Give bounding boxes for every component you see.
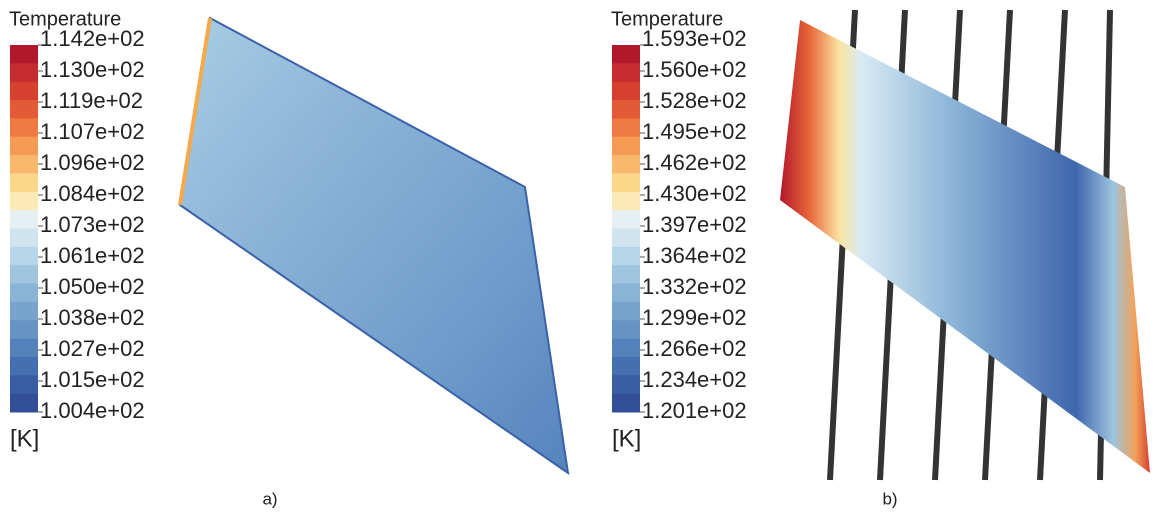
colorbar-tick-label: 1.364e+02 bbox=[642, 243, 747, 268]
colorbar-band bbox=[612, 265, 640, 284]
legend-unit: [K] bbox=[10, 425, 39, 452]
colorbar-tick-label: 1.266e+02 bbox=[642, 336, 747, 361]
colorbar-band bbox=[612, 45, 640, 64]
colorbar-tick-label: 1.073e+02 bbox=[40, 212, 145, 237]
legend-unit: [K] bbox=[612, 425, 641, 452]
colorbar-band bbox=[612, 284, 640, 303]
colorbar-tick-label: 1.462e+02 bbox=[642, 150, 747, 175]
colorbar-band bbox=[10, 320, 38, 339]
colorbar-band bbox=[10, 45, 38, 64]
colorbar-band bbox=[10, 210, 38, 229]
colorbar-tick-label: 1.299e+02 bbox=[642, 305, 747, 330]
colorbar-band bbox=[612, 137, 640, 156]
colorbar-band bbox=[612, 100, 640, 119]
colorbar-band bbox=[612, 192, 640, 211]
colorbar-band bbox=[10, 284, 38, 303]
colorbar-band bbox=[612, 302, 640, 321]
colorbar-tick-label: 1.430e+02 bbox=[642, 181, 747, 206]
colorbar-band bbox=[10, 339, 38, 358]
colorbar-band bbox=[612, 173, 640, 192]
panel-caption: b) bbox=[882, 489, 897, 508]
colorbar-band bbox=[612, 82, 640, 101]
colorbar-band bbox=[10, 118, 38, 137]
colorbar-band bbox=[10, 82, 38, 101]
colorbar-band bbox=[10, 302, 38, 321]
colorbar-tick-label: 1.096e+02 bbox=[40, 150, 145, 175]
figure: Temperature1.142e+021.130e+021.119e+021.… bbox=[0, 0, 1164, 517]
colorbar-band bbox=[10, 265, 38, 284]
colorbar-band bbox=[612, 63, 640, 82]
colorbar-band bbox=[612, 339, 640, 358]
colorbar-tick-label: 1.015e+02 bbox=[40, 367, 145, 392]
colorbar-band bbox=[612, 155, 640, 174]
colorbar-band bbox=[10, 357, 38, 376]
colorbar-band bbox=[612, 394, 640, 413]
colorbar-band bbox=[612, 118, 640, 137]
colorbar-tick-label: 1.119e+02 bbox=[40, 88, 143, 113]
colorbar-band bbox=[612, 247, 640, 266]
colorbar-tick-label: 1.038e+02 bbox=[40, 305, 145, 330]
colorbar-tick-label: 1.495e+02 bbox=[642, 119, 747, 144]
colorbar-tick-label: 1.107e+02 bbox=[40, 119, 145, 144]
colorbar-band bbox=[612, 357, 640, 376]
colorbar-band bbox=[612, 210, 640, 229]
colorbar-band bbox=[612, 229, 640, 248]
colorbar-tick-label: 1.142e+02 bbox=[40, 26, 145, 51]
colorbar-tick-label: 1.560e+02 bbox=[642, 57, 747, 82]
colorbar-band bbox=[10, 173, 38, 192]
colorbar-tick-label: 1.084e+02 bbox=[40, 181, 145, 206]
colorbar-band bbox=[10, 192, 38, 211]
colorbar-band bbox=[10, 247, 38, 266]
colorbar-tick-label: 1.593e+02 bbox=[642, 26, 747, 51]
colorbar-band bbox=[612, 320, 640, 339]
colorbar-tick-label: 1.027e+02 bbox=[40, 336, 145, 361]
colorbar-band bbox=[10, 394, 38, 413]
colorbar-band bbox=[10, 229, 38, 248]
colorbar-band bbox=[10, 375, 38, 394]
colorbar-tick-label: 1.332e+02 bbox=[642, 274, 747, 299]
colorbar-tick-label: 1.397e+02 bbox=[642, 212, 747, 237]
colorbar-tick-label: 1.050e+02 bbox=[40, 274, 145, 299]
colorbar-band bbox=[10, 100, 38, 119]
panel-caption: a) bbox=[262, 489, 277, 508]
colorbar-band bbox=[10, 137, 38, 156]
colorbar-tick-label: 1.130e+02 bbox=[40, 57, 145, 82]
blade-surface-a bbox=[180, 18, 568, 473]
colorbar-tick-label: 1.201e+02 bbox=[642, 398, 747, 423]
colorbar-band bbox=[612, 375, 640, 394]
colorbar-tick-label: 1.528e+02 bbox=[642, 88, 747, 113]
colorbar-band bbox=[10, 155, 38, 174]
colorbar-tick-label: 1.004e+02 bbox=[40, 398, 145, 423]
colorbar-band bbox=[10, 63, 38, 82]
colorbar-tick-label: 1.234e+02 bbox=[642, 367, 747, 392]
colorbar-tick-label: 1.061e+02 bbox=[40, 243, 145, 268]
